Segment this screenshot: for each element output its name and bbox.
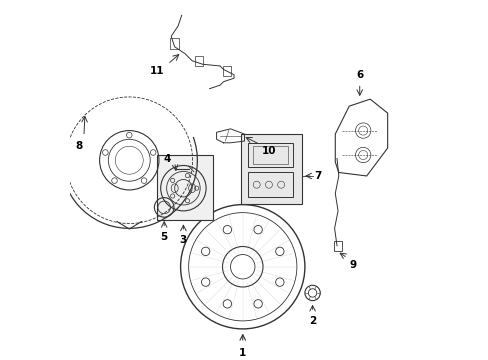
Text: 9: 9 — [348, 261, 356, 270]
Text: 1: 1 — [239, 348, 246, 358]
Text: 8: 8 — [75, 141, 82, 151]
Text: 10: 10 — [262, 146, 276, 156]
Bar — [247, 172, 293, 197]
Bar — [223, 66, 231, 76]
Bar — [157, 155, 213, 220]
Bar — [195, 55, 203, 66]
Bar — [241, 134, 302, 204]
Text: 5: 5 — [160, 232, 167, 242]
Bar — [333, 240, 342, 251]
Text: 3: 3 — [180, 235, 186, 245]
Text: 2: 2 — [308, 316, 316, 326]
Text: 4: 4 — [163, 154, 171, 164]
Bar — [170, 38, 179, 49]
Text: 11: 11 — [149, 66, 164, 76]
Bar — [247, 143, 293, 167]
Text: 7: 7 — [314, 171, 321, 181]
Text: 6: 6 — [355, 70, 363, 80]
Bar — [253, 146, 287, 164]
